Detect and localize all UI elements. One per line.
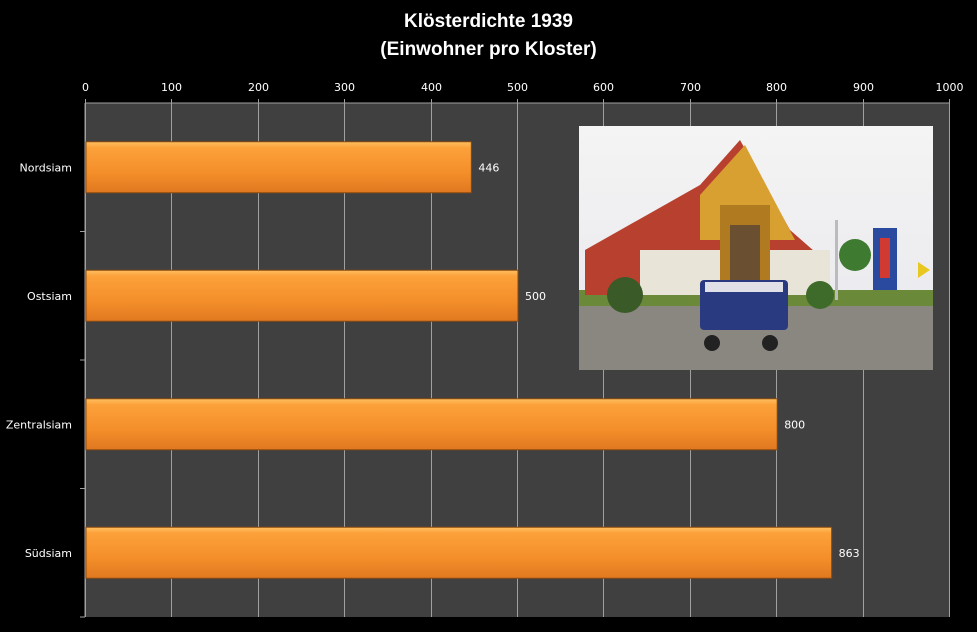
category-label: Ostsiam (27, 290, 72, 303)
bar-nordsiam (85, 141, 472, 194)
x-tick-label: 0 (82, 81, 89, 94)
x-tick-label: 400 (421, 81, 442, 94)
data-label: 446 (478, 161, 499, 174)
category-label: Zentralsiam (6, 418, 72, 431)
category-label: Südsiam (25, 547, 72, 560)
x-tick-label: 600 (593, 81, 614, 94)
chart-title-line1: Klösterdichte 1939 (404, 11, 573, 32)
x-tick-label: 800 (766, 81, 787, 94)
x-tick-label: 200 (248, 81, 269, 94)
chart-title: Klösterdichte 1939 (Einwohner pro Kloste… (0, 8, 977, 64)
x-tick-label: 500 (507, 81, 528, 94)
data-label: 800 (784, 418, 805, 431)
bar-ostsiam (85, 269, 519, 322)
data-label: 863 (839, 547, 860, 560)
x-tick-label: 100 (161, 81, 182, 94)
temple-photo (579, 126, 933, 370)
chart-subtitle: (Einwohner pro Kloster) (380, 39, 597, 60)
x-tick-label: 900 (853, 81, 874, 94)
x-tick-label: 300 (334, 81, 355, 94)
bar-zentralsiam (85, 398, 778, 451)
data-label: 500 (525, 290, 546, 303)
x-tick-label: 700 (680, 81, 701, 94)
x-tick-label: 1000 (936, 81, 964, 94)
category-label: Nordsiam (19, 161, 72, 174)
bar-südsiam (85, 526, 833, 579)
